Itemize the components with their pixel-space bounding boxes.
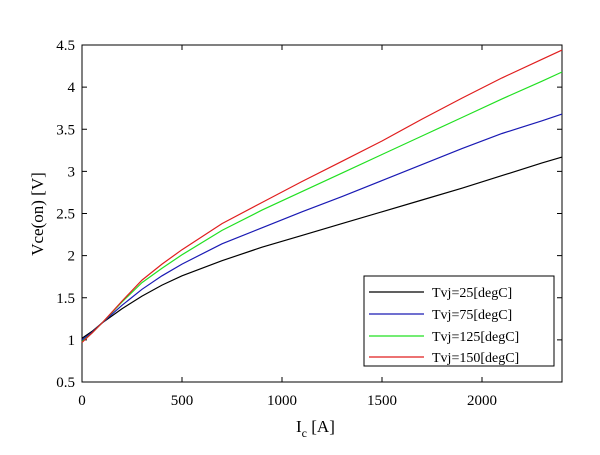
series-lines — [81, 49, 563, 343]
x-tick-label: 2000 — [467, 393, 497, 409]
legend-label-tvj-150: Tvj=150[degC] — [432, 351, 519, 366]
x-tick-label: 500 — [171, 393, 194, 409]
y-tick-label: 1 — [68, 333, 76, 349]
x-axis-label: Ic [A] — [296, 417, 335, 440]
y-tick-label: 1.5 — [56, 291, 75, 307]
y-tick-label: 4.5 — [56, 38, 75, 54]
legend-label-tvj-125: Tvj=125[degC] — [432, 330, 519, 345]
y-tick-label: 0.5 — [56, 375, 75, 391]
legend-box — [363, 275, 555, 367]
y-axis-label: Vce(on) [V] — [28, 172, 47, 256]
y-tick-label: 3 — [68, 164, 76, 180]
y-tick-label: 2 — [68, 249, 76, 265]
y-tick-label: 4 — [68, 80, 76, 96]
y-tick-label: 2.5 — [56, 207, 75, 223]
y-axis: 0.5 1 1.5 2 2.5 3 3.5 4 4.5 — [56, 38, 562, 391]
legend-label-tvj-75: Tvj=75[degC] — [432, 308, 512, 323]
x-tick-label: 1500 — [367, 393, 397, 409]
y-tick-label: 3.5 — [56, 122, 75, 138]
series-line-0 — [81, 156, 563, 339]
x-tick-label: 0 — [78, 393, 86, 409]
legend: Tvj=25[degC] Tvj=75[degC] Tvj=125[degC] … — [363, 275, 555, 367]
series-line-3 — [81, 49, 563, 343]
legend-label-tvj-25: Tvj=25[degC] — [432, 286, 512, 301]
x-tick-label: 1000 — [267, 393, 297, 409]
series-line-1 — [81, 113, 563, 341]
x-axis: 0 500 1000 1500 2000 — [78, 45, 497, 409]
